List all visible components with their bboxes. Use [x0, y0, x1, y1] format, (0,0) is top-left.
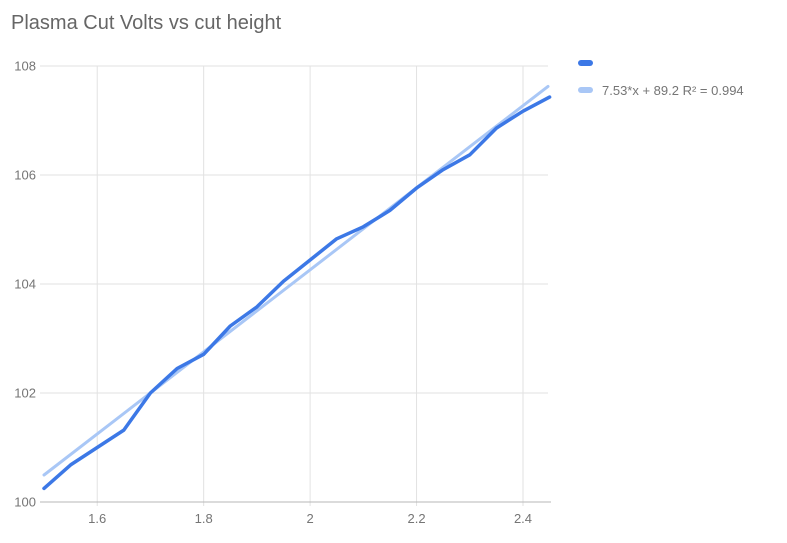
chart-legend: 7.53*x + 89.2 R² = 0.994: [578, 56, 744, 110]
x-tick-label: 2.2: [408, 511, 426, 526]
legend-item-trendline: 7.53*x + 89.2 R² = 0.994: [578, 82, 744, 98]
series-line-path: [42, 95, 552, 491]
y-tick-label: 104: [14, 277, 36, 292]
x-tick-label: 1.8: [195, 511, 213, 526]
y-tick-label: 100: [14, 495, 36, 510]
trendline-color-swatch-icon: [578, 87, 593, 93]
x-tick-label: 2: [306, 511, 313, 526]
x-tick-label: 1.6: [88, 511, 106, 526]
y-tick-label: 102: [14, 386, 36, 401]
legend-trendline-label: 7.53*x + 89.2 R² = 0.994: [602, 82, 744, 98]
legend-item-series: [578, 56, 744, 70]
x-tick-label: 2.4: [514, 511, 532, 526]
chart-title: Plasma Cut Volts vs cut height: [11, 12, 282, 34]
trendline-path: [42, 84, 550, 477]
series-color-swatch-icon: [578, 60, 593, 66]
y-tick-label: 106: [14, 168, 36, 183]
y-tick-label: 108: [14, 59, 36, 74]
